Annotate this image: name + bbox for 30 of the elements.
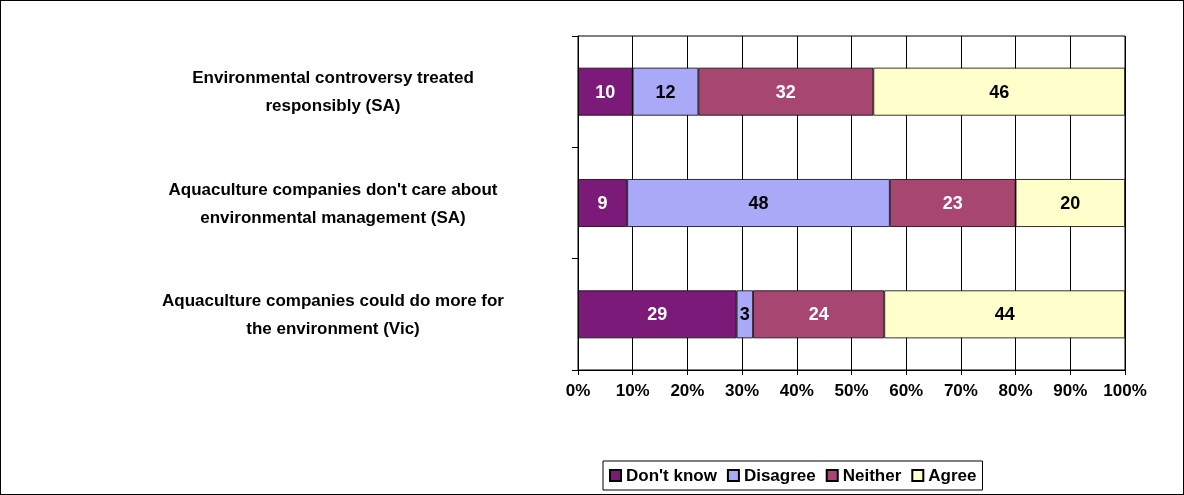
x-tick-label: 10% (615, 381, 650, 400)
data-label: 44 (994, 304, 1015, 325)
data-label: 9 (597, 193, 608, 213)
data-label: 32 (775, 81, 796, 102)
data-label: 24 (808, 304, 829, 325)
legend-label: Agree (928, 466, 977, 485)
data-label: 12 (655, 81, 676, 102)
x-tick-label: 80% (998, 381, 1033, 400)
data-label: 48 (748, 193, 769, 213)
data-label: 23 (942, 193, 963, 213)
legend-label: Neither (842, 466, 902, 485)
y-tick-label: Environmental controversy treated responsibly (SA) (192, 68, 474, 116)
y-tick-label: Aquaculture companies don't care about environmental management (SA) (168, 179, 498, 227)
x-tick-label: 90% (1053, 381, 1088, 400)
legend-label: Don't know (626, 466, 718, 485)
y-tick-label: Aquaculture companies could do more for the environment (Vic) (162, 290, 505, 338)
x-tick-label: 70% (943, 381, 978, 400)
data-label: 46 (989, 81, 1010, 102)
data-label: 29 (647, 304, 668, 325)
x-tick-label: 0% (565, 381, 591, 400)
x-tick-label: 60% (889, 381, 924, 400)
x-tick-label: 50% (834, 381, 869, 400)
legend-label: Disagree (743, 466, 816, 485)
data-label: 10 (595, 81, 616, 102)
x-tick-label: 30% (725, 381, 760, 400)
data-label: 20 (1060, 193, 1081, 213)
data-label: 3 (739, 304, 750, 325)
x-tick-label: 40% (779, 381, 814, 400)
x-tick-label: 20% (670, 381, 705, 400)
x-tick-label: 100% (1103, 381, 1147, 400)
